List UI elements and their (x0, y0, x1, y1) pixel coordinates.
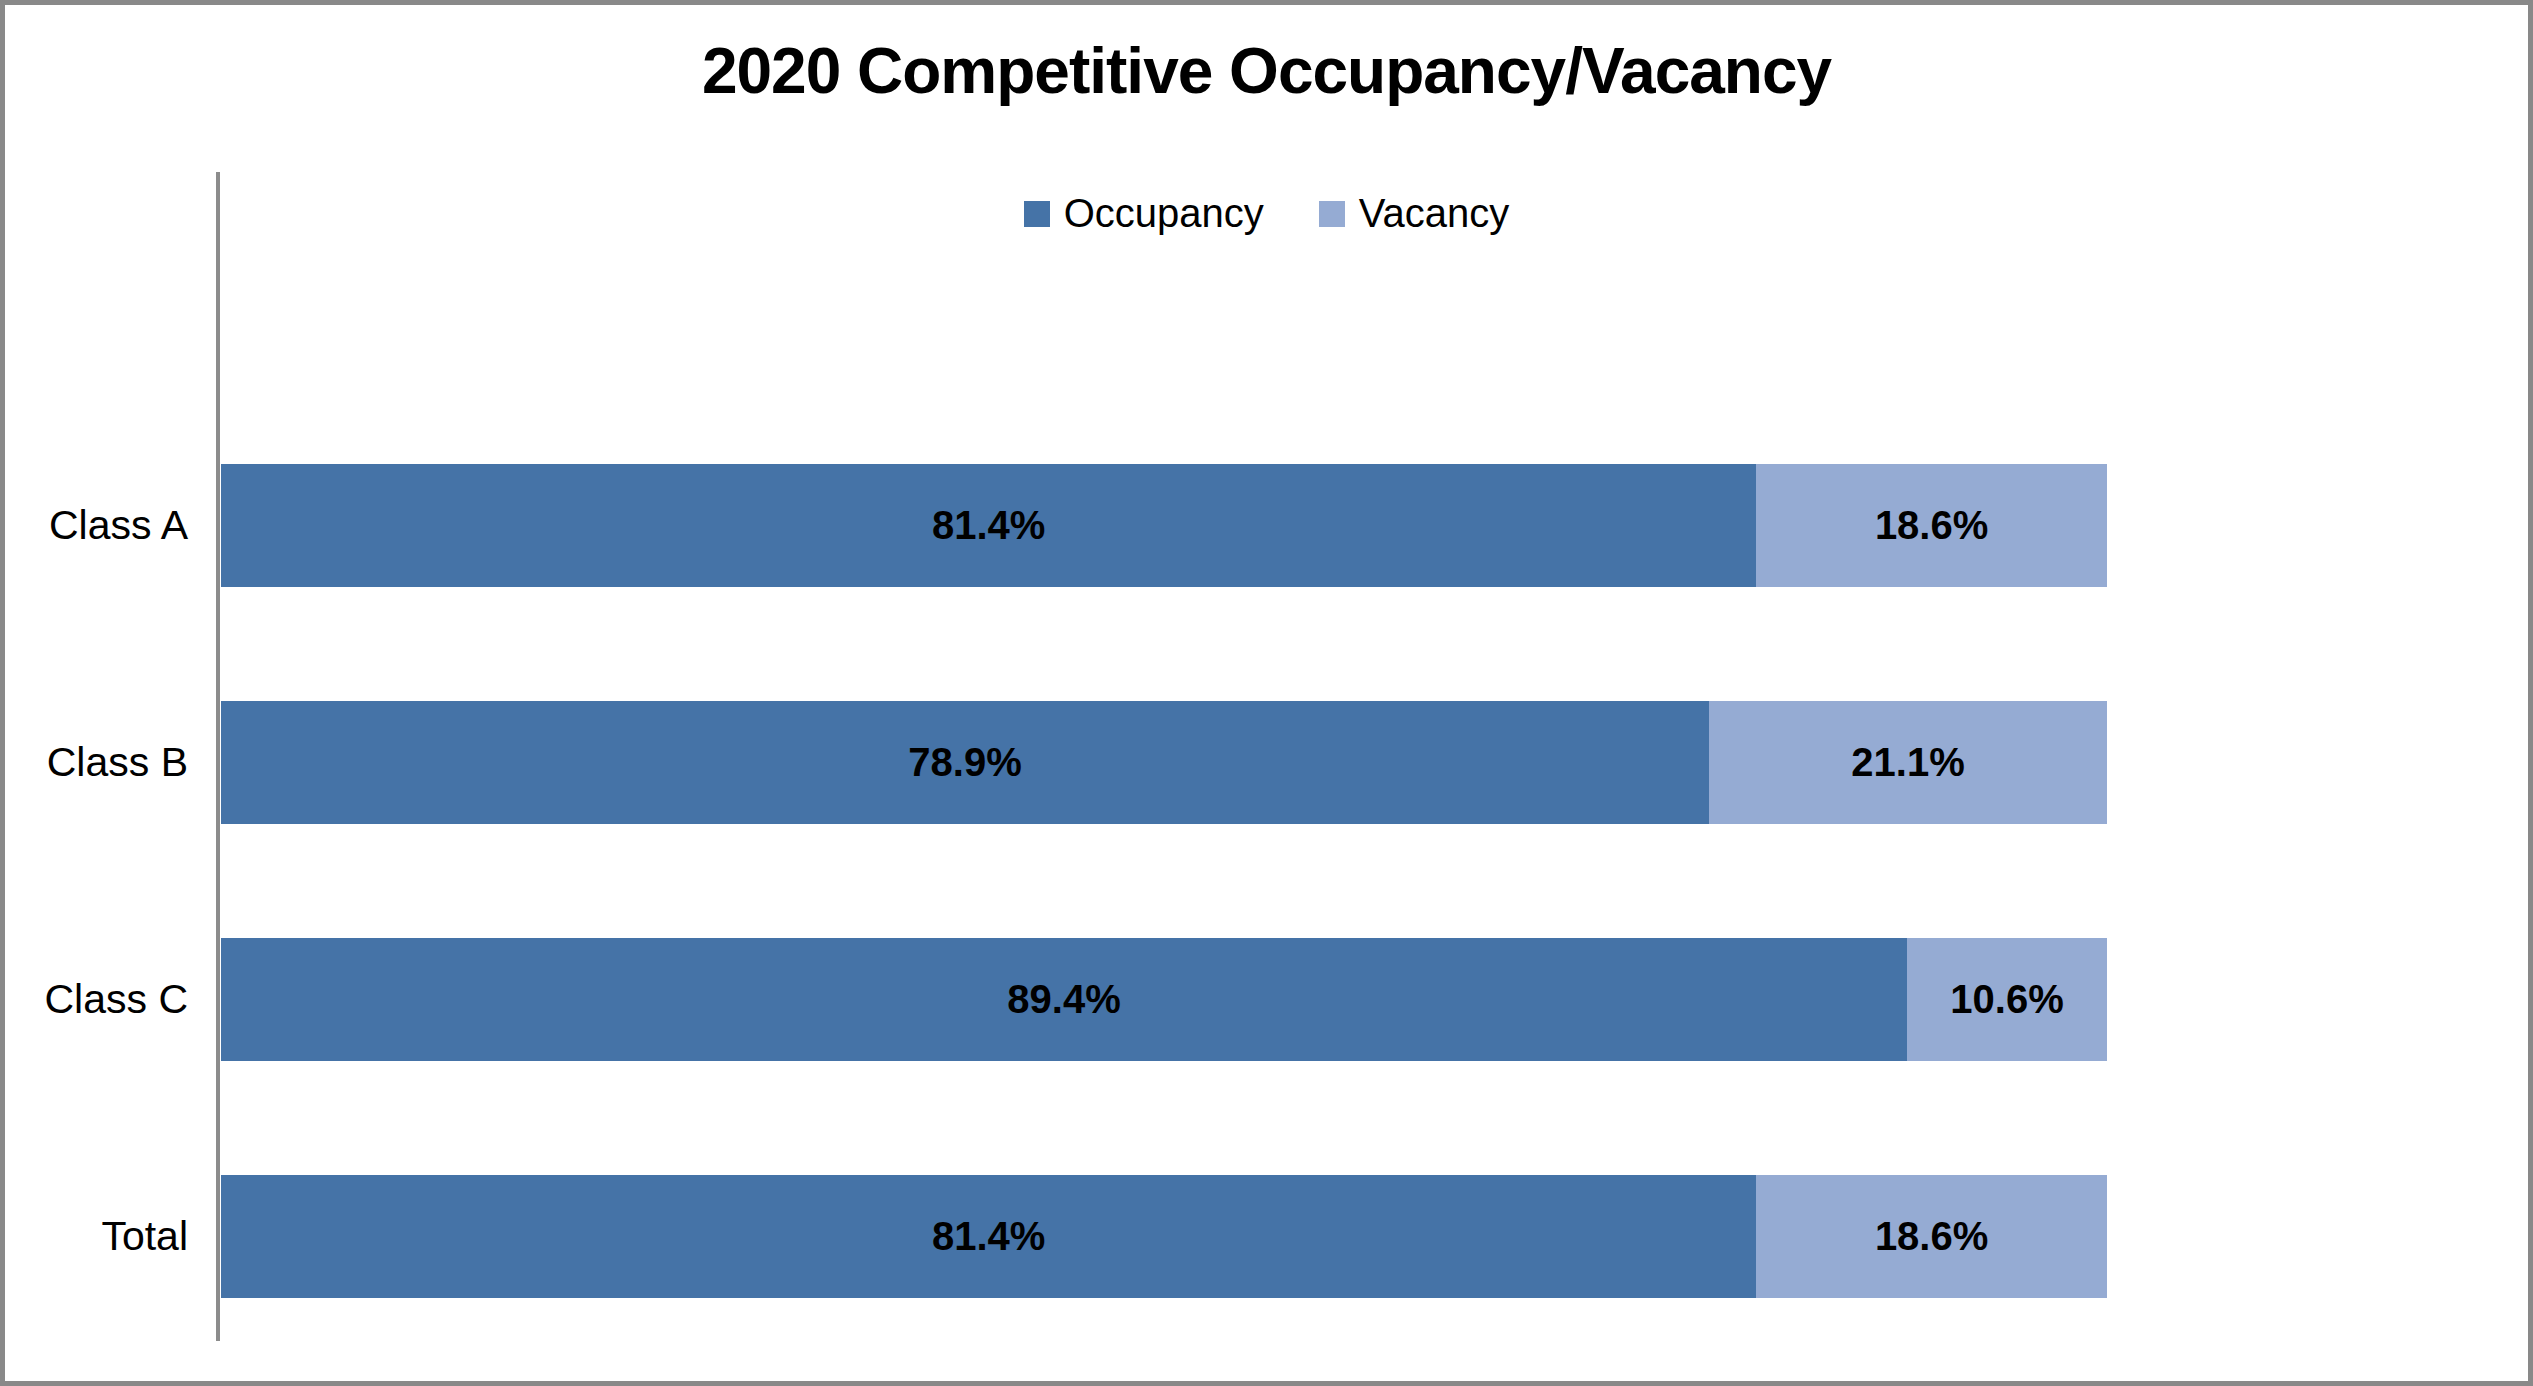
bar-row-class-a: 81.4% 18.6% (221, 464, 2107, 587)
vacancy-value-label-class-b: 21.1% (1851, 740, 1964, 785)
vacancy-value-label-total: 18.6% (1875, 1214, 1988, 1259)
vacancy-segment-class-c[interactable]: 10.6% (1907, 938, 2107, 1061)
category-label-total: Total (5, 1175, 188, 1298)
vacancy-value-label-class-c: 10.6% (1950, 977, 2063, 1022)
category-axis-labels: Class A Class B Class C Total (5, 172, 188, 1341)
occupancy-segment-class-c[interactable]: 89.4% (221, 938, 1907, 1061)
occupancy-value-label-class-c: 89.4% (1007, 977, 1120, 1022)
plot-area: 81.4% 18.6% 78.9% 21.1% 89.4% 10.6% 81.4% 18.6% (221, 172, 2107, 1341)
category-label-class-b: Class B (5, 701, 188, 824)
occupancy-value-label-class-a: 81.4% (932, 503, 1045, 548)
category-label-class-a: Class A (5, 464, 188, 587)
vacancy-segment-class-b[interactable]: 21.1% (1709, 701, 2107, 824)
chart-canvas: 2020 Competitive Occupancy/Vacancy Occup… (0, 0, 2533, 1386)
occupancy-segment-class-b[interactable]: 78.9% (221, 701, 1709, 824)
occupancy-value-label-class-b: 78.9% (908, 740, 1021, 785)
occupancy-segment-total[interactable]: 81.4% (221, 1175, 1756, 1298)
chart-title: 2020 Competitive Occupancy/Vacancy (5, 35, 2528, 109)
y-axis-line (216, 172, 220, 1341)
occupancy-segment-class-a[interactable]: 81.4% (221, 464, 1756, 587)
bar-row-class-b: 78.9% 21.1% (221, 701, 2107, 824)
bar-row-class-c: 89.4% 10.6% (221, 938, 2107, 1061)
category-label-class-c: Class C (5, 938, 188, 1061)
vacancy-segment-class-a[interactable]: 18.6% (1756, 464, 2107, 587)
bar-row-total: 81.4% 18.6% (221, 1175, 2107, 1298)
vacancy-value-label-class-a: 18.6% (1875, 503, 1988, 548)
vacancy-segment-total[interactable]: 18.6% (1756, 1175, 2107, 1298)
occupancy-value-label-total: 81.4% (932, 1214, 1045, 1259)
